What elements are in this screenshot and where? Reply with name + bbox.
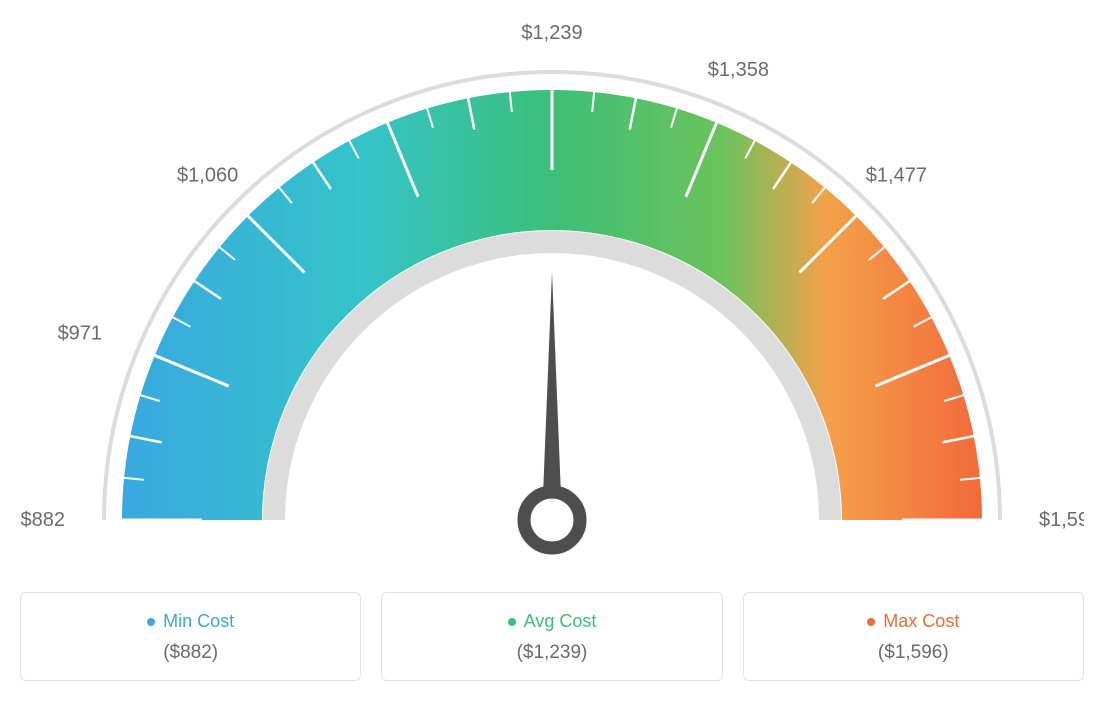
dot-icon xyxy=(508,618,516,626)
svg-text:$1,358: $1,358 xyxy=(708,59,769,81)
legend-value-avg: ($1,239) xyxy=(392,642,711,664)
svg-text:$1,596: $1,596 xyxy=(1039,509,1084,531)
legend-card-max: Max Cost ($1,596) xyxy=(743,592,1084,681)
legend-title-text: Max Cost xyxy=(883,611,959,632)
svg-text:$971: $971 xyxy=(58,323,103,345)
legend-title-text: Min Cost xyxy=(163,611,234,632)
gauge-area: $882 $971 $1,060 $1,239 $1,358 $1,477 $1,596 xyxy=(20,20,1084,580)
dot-icon xyxy=(147,618,155,626)
legend-card-min: Min Cost ($882) xyxy=(20,592,361,681)
legend-value-min: ($882) xyxy=(31,642,350,664)
legend-title-avg: Avg Cost xyxy=(508,611,597,632)
legend-title-max: Max Cost xyxy=(867,611,959,632)
legend-card-avg: Avg Cost ($1,239) xyxy=(381,592,722,681)
svg-text:$882: $882 xyxy=(21,509,66,531)
legend-value-max: ($1,596) xyxy=(754,642,1073,664)
legend-row: Min Cost ($882) Avg Cost ($1,239) Max Co… xyxy=(20,592,1084,681)
cost-gauge-chart: $882 $971 $1,060 $1,239 $1,358 $1,477 $1,596 M… xyxy=(20,20,1084,681)
legend-title-min: Min Cost xyxy=(147,611,234,632)
legend-title-text: Avg Cost xyxy=(524,611,597,632)
svg-text:$1,060: $1,060 xyxy=(177,165,238,187)
svg-text:$1,477: $1,477 xyxy=(866,165,927,187)
svg-text:$1,239: $1,239 xyxy=(521,22,582,44)
gauge-svg: $882 $971 $1,060 $1,239 $1,358 $1,477 $1,596 xyxy=(20,20,1084,580)
dot-icon xyxy=(867,618,875,626)
